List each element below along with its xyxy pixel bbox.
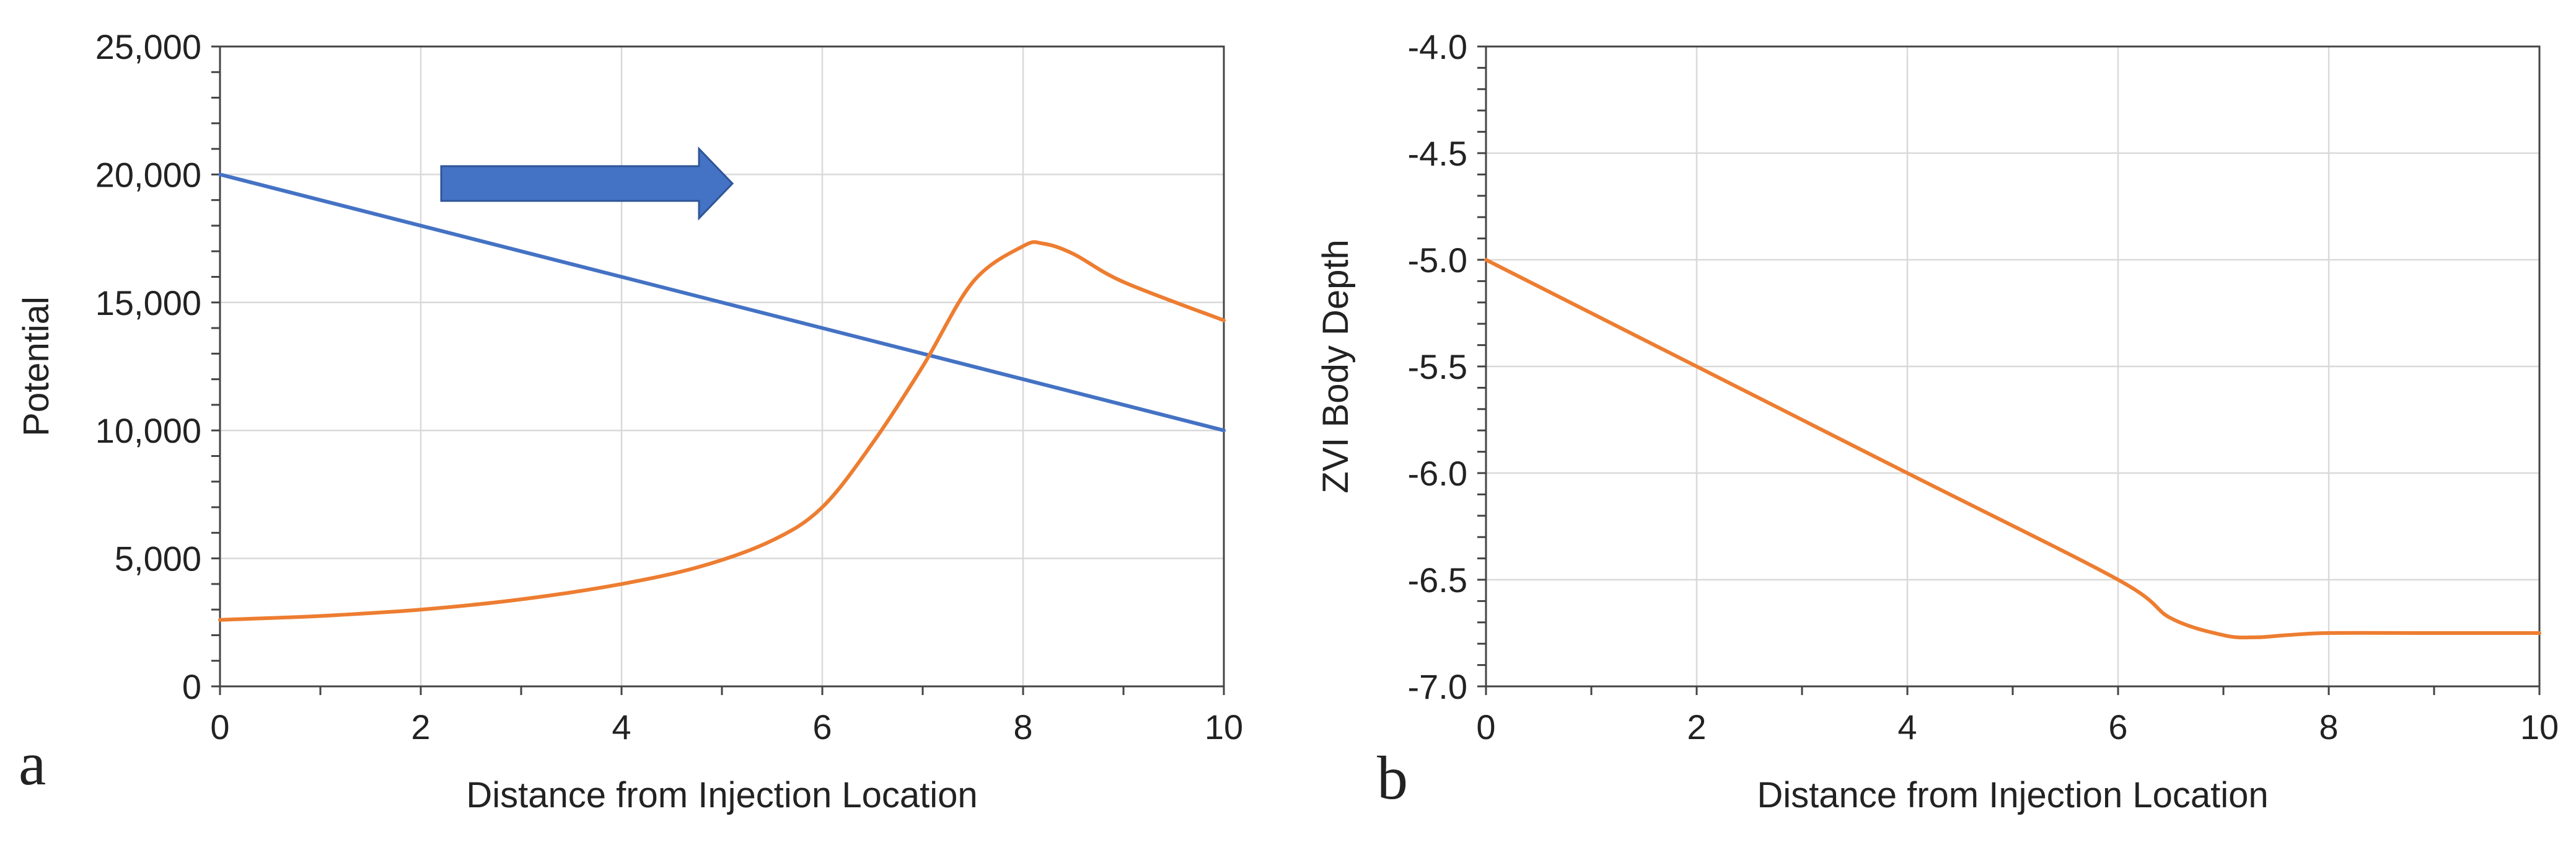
panel-a-minor-ticks: [211, 45, 1225, 695]
y-tick-label: -6.0: [1408, 454, 1468, 493]
panel-a-x-tick-labels: 0 2 4 6 8 10: [210, 707, 1243, 747]
y-tick-label: -7.0: [1408, 667, 1468, 706]
x-tick-label: 8: [2319, 707, 2338, 747]
panel-b-minor-ticks: [1477, 45, 2541, 695]
y-tick-label: 20,000: [95, 155, 201, 194]
panel-b-letter: b: [1377, 743, 1408, 812]
series-line-orange-curve: [218, 240, 1226, 622]
panel-a-chart: 0 5,000 10,000 15,000 20,000 25,000 0 2 4 6 8 10 D…: [16, 27, 1243, 815]
panel-a-y-tick-labels: 0 5,000 10,000 15,000 20,000 25,000: [95, 27, 201, 706]
y-tick-label: 15,000: [95, 283, 201, 322]
panel-b-chart: -4.0 -4.5 -5.0 -5.5 -6.0 -6.5 -7.0 0 2 4 6 8 10 Dis…: [1316, 27, 2559, 815]
panel-a-y-axis-label: Potential: [16, 296, 56, 437]
y-tick-label: -5.5: [1408, 347, 1468, 386]
panel-a-gridlines: [220, 47, 1224, 686]
panel-a-series: [218, 172, 1226, 622]
x-tick-label: 2: [411, 707, 430, 747]
panel-a-letter: a: [19, 729, 46, 798]
y-tick-label: -4.0: [1408, 27, 1468, 66]
x-tick-label: 2: [1687, 707, 1706, 747]
series-line-blue-line: [218, 172, 1226, 433]
x-tick-label: 8: [1013, 707, 1032, 747]
panel-a-x-axis-label: Distance from Injection Location: [466, 775, 977, 815]
x-tick-label: 4: [1897, 707, 1917, 747]
y-tick-label: -5.0: [1408, 241, 1468, 280]
panel-b-x-axis-label: Distance from Injection Location: [1757, 775, 2268, 815]
x-tick-label: 10: [1205, 707, 1243, 747]
y-tick-label: 25,000: [95, 27, 201, 66]
series-line-orange-curve: [1484, 258, 2541, 640]
panel-b-y-axis-label: ZVI Body Depth: [1316, 239, 1356, 493]
y-tick-label: -6.5: [1408, 561, 1468, 600]
y-tick-label: 0: [182, 667, 201, 706]
x-tick-label: 0: [210, 707, 229, 747]
x-tick-label: 10: [2520, 707, 2559, 747]
panel-b-x-tick-labels: 0 2 4 6 8 10: [1476, 707, 2559, 747]
panel-a-plot-frame: [219, 45, 1225, 688]
y-tick-label: 10,000: [95, 411, 201, 450]
x-tick-label: 6: [2108, 707, 2127, 747]
y-tick-label: 5,000: [115, 539, 201, 578]
x-tick-label: 0: [1476, 707, 1495, 747]
y-tick-label: -4.5: [1408, 134, 1468, 173]
x-tick-label: 6: [812, 707, 832, 747]
x-tick-label: 4: [612, 707, 631, 747]
panel-b-series: [1484, 258, 2541, 640]
direction-arrow: [440, 146, 734, 221]
panel-b-y-tick-labels: -4.0 -4.5 -5.0 -5.5 -6.0 -6.5 -7.0: [1408, 27, 1468, 706]
panel-b-gridlines: [1486, 47, 2539, 686]
